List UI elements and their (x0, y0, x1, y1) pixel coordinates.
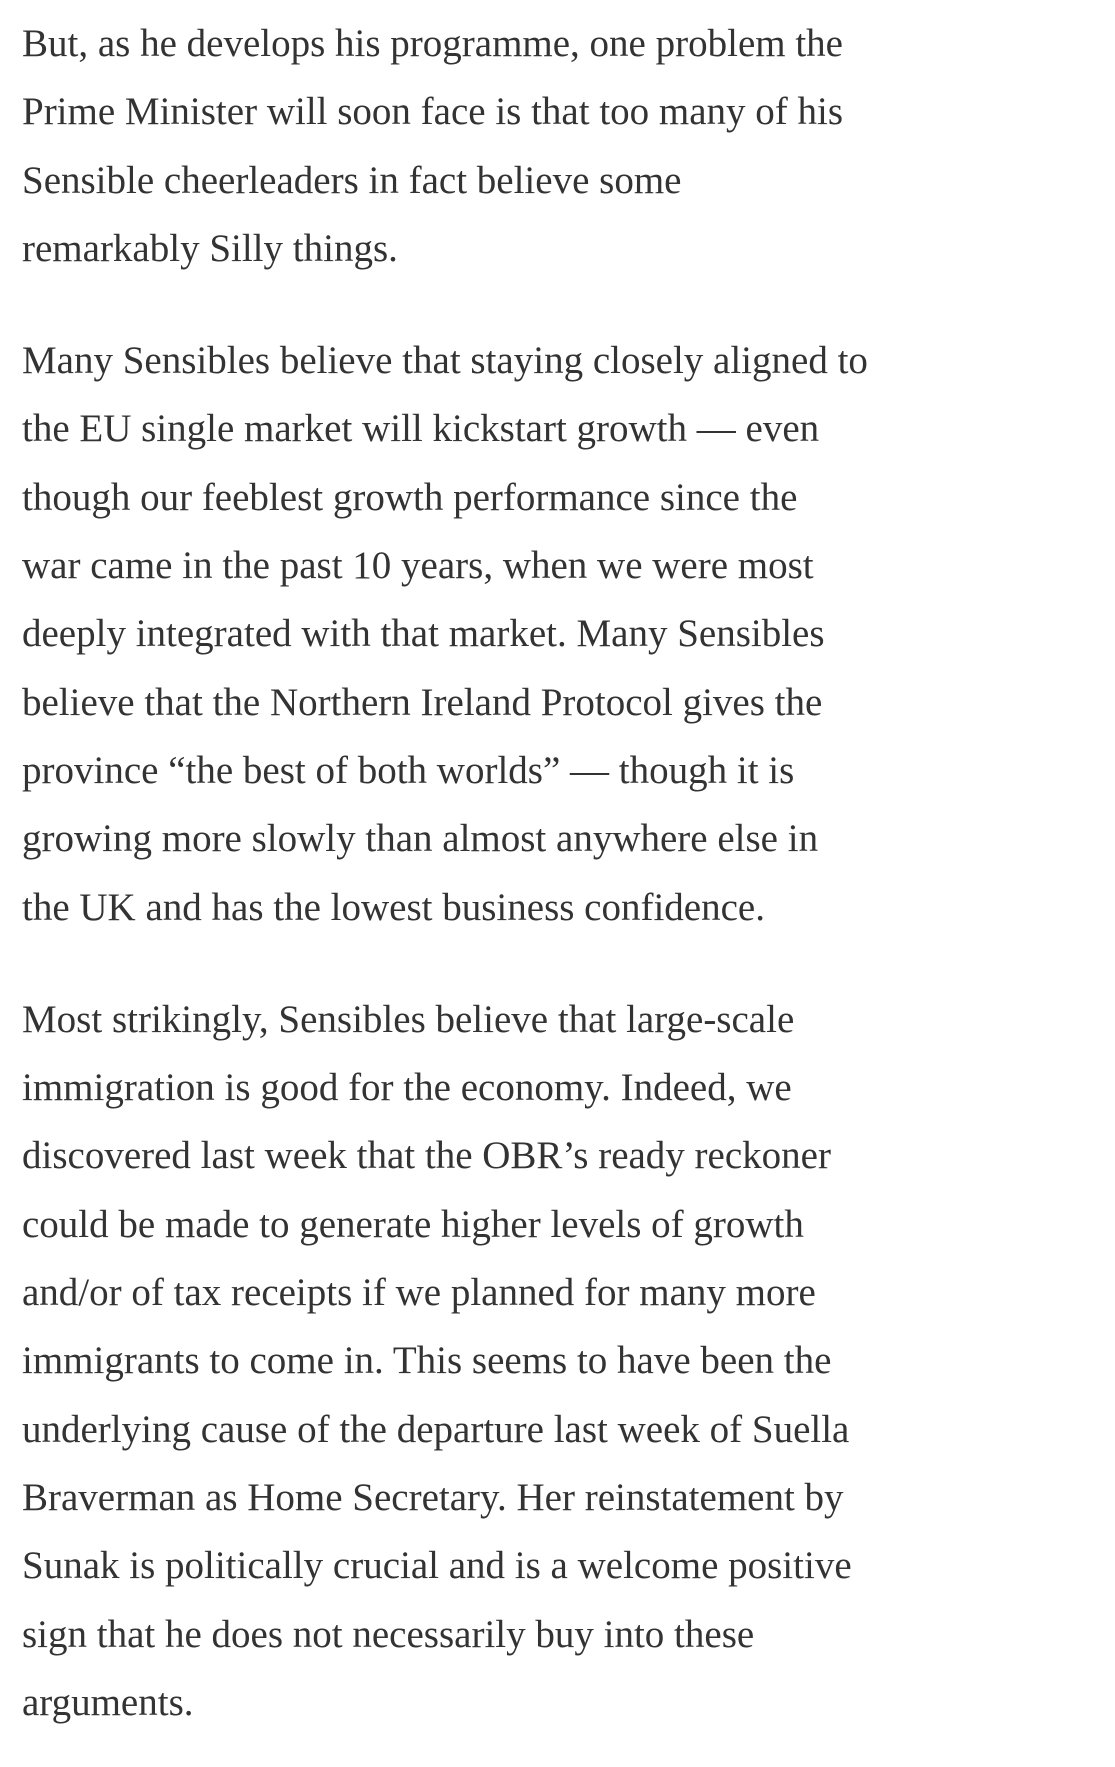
paragraph-line: underlying cause of the departure last w… (22, 1407, 850, 1451)
paragraph-line: though our feeblest growth performance s… (22, 475, 798, 519)
paragraph-line: war came in the past 10 years, when we w… (22, 544, 814, 588)
paragraph-line: arguments. (22, 1680, 194, 1724)
paragraph-line: could be made to generate higher levels … (22, 1202, 804, 1246)
paragraph-line: the EU single market will kickstart grow… (22, 407, 820, 451)
paragraph-line: immigration is good for the economy. Ind… (22, 1066, 792, 1110)
paragraph-line: the UK and has the lowest business confi… (22, 885, 765, 929)
paragraph-line: Sensible cheerleaders in fact believe so… (22, 158, 682, 202)
article-paragraph: But, as he develops his programme, one p… (22, 10, 1115, 283)
article-paragraph: Most strikingly, Sensibles believe that … (22, 986, 1115, 1737)
paragraph-line: But, as he develops his programme, one p… (22, 22, 843, 65)
paragraph-line: Prime Minister will soon face is that to… (22, 90, 844, 134)
paragraph-line: growing more slowly than almost anywhere… (22, 817, 819, 861)
paragraph-line: province “the best of both worlds” — tho… (22, 748, 795, 792)
paragraph-line: Braverman as Home Secretary. Her reinsta… (22, 1475, 844, 1519)
paragraph-line: Most strikingly, Sensibles believe that … (22, 997, 795, 1041)
paragraph-line: immigrants to come in. This seems to hav… (22, 1339, 832, 1383)
article-paragraph: Many Sensibles believe that staying clos… (22, 327, 1115, 942)
paragraph-line: deeply integrated with that market. Many… (22, 612, 825, 656)
paragraph-line: and/or of tax receipts if we planned for… (22, 1271, 816, 1315)
paragraph-line: Many Sensibles believe that staying clos… (22, 339, 868, 383)
paragraph-line: discovered last week that the OBR’s read… (22, 1134, 831, 1178)
paragraph-line: believe that the Northern Ireland Protoc… (22, 680, 823, 724)
paragraph-line: Sunak is politically crucial and is a we… (22, 1544, 852, 1588)
paragraph-line: remarkably Silly things. (22, 226, 398, 270)
paragraph-line: sign that he does not necessarily buy in… (22, 1612, 755, 1656)
